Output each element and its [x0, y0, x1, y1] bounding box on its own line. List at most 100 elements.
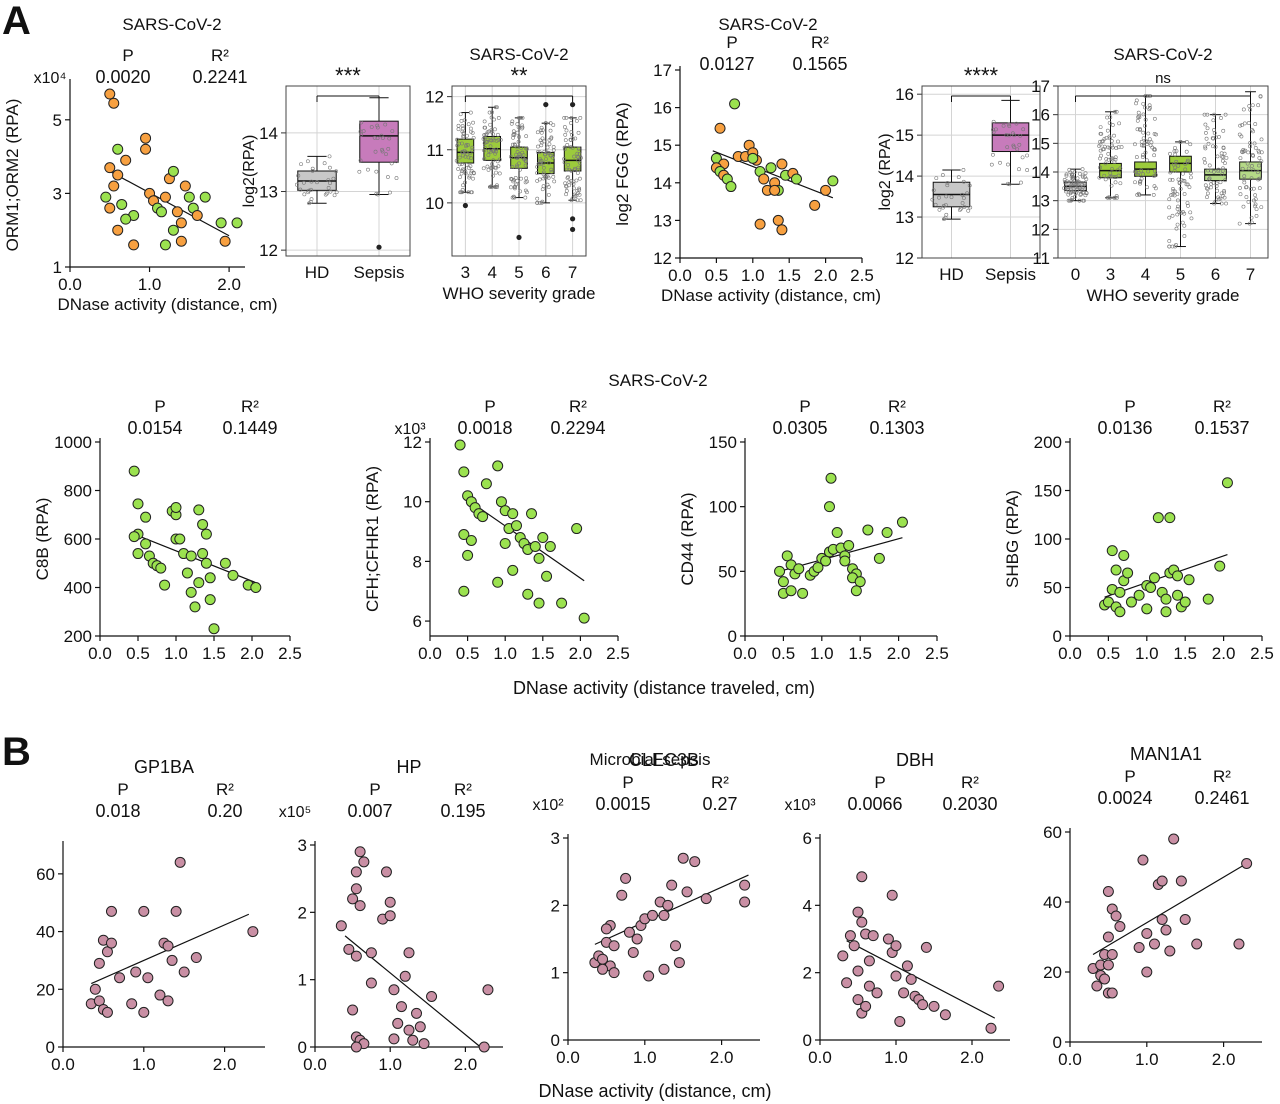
p-value: 0.0305 — [772, 418, 827, 438]
x-tick-label: 0.0 — [303, 1055, 327, 1074]
jitter-dot — [538, 138, 543, 143]
jitter-dot — [458, 112, 463, 117]
jitter-dot — [966, 208, 971, 213]
jitter-dot — [1015, 147, 1020, 152]
data-point — [1148, 572, 1160, 584]
r2-value: 0.1537 — [1194, 418, 1249, 438]
jitter-dot — [1221, 168, 1225, 173]
y-tick-label: 40 — [36, 923, 55, 942]
data-point — [159, 239, 171, 251]
jitter-dot — [455, 137, 460, 142]
jitter-dot — [518, 167, 522, 172]
x-tick-label: 2.0 — [1212, 1050, 1236, 1069]
jitter-dot — [1097, 175, 1102, 180]
jitter-dot — [495, 159, 500, 164]
y-tick-label: 100 — [709, 498, 737, 517]
significance-label: *** — [335, 63, 361, 88]
jitter-dot — [1108, 171, 1113, 176]
jitter-dot — [1081, 190, 1086, 195]
data-point — [185, 586, 197, 598]
jitter-dot — [1182, 178, 1187, 183]
jitter-dot — [1073, 191, 1078, 196]
jitter-dot — [535, 150, 540, 154]
jitter-dot — [517, 115, 521, 120]
jitter-dot — [323, 192, 328, 197]
jitter-dot — [1218, 196, 1223, 201]
r2-value: 0.1303 — [869, 418, 924, 438]
jitter-dot — [1137, 193, 1142, 197]
jitter-dot — [1011, 143, 1016, 148]
data-point — [128, 465, 140, 477]
jitter-dot — [524, 134, 529, 139]
jitter-dot — [940, 173, 945, 177]
jitter-dot — [968, 205, 973, 210]
jitter-dot — [1244, 185, 1248, 190]
jitter-dot — [1154, 132, 1158, 137]
jitter-dot — [551, 148, 556, 153]
jitter-dot — [515, 155, 520, 160]
jitter-dot — [1224, 201, 1228, 206]
jitter-dot — [547, 138, 552, 142]
jitter-dot — [462, 118, 467, 123]
jitter-dot — [380, 147, 384, 152]
data-point — [384, 910, 396, 922]
data-point — [643, 970, 655, 982]
data-point — [831, 527, 843, 539]
jitter-dot — [482, 133, 487, 137]
data-point — [93, 957, 105, 969]
jitter-dot — [471, 176, 475, 181]
jitter-dot — [375, 125, 380, 130]
p-label: P — [154, 397, 165, 416]
jitter-dot — [564, 188, 569, 193]
jitter-dot — [1109, 139, 1114, 143]
y-tick-label: 6 — [803, 829, 812, 848]
data-point — [350, 950, 362, 962]
jitter-dot — [459, 171, 464, 176]
jitter-dot — [1257, 186, 1262, 191]
data-point — [197, 518, 209, 530]
jitter-dot — [1216, 169, 1221, 174]
jitter-dot — [498, 137, 503, 142]
significance-label: ** — [510, 63, 528, 88]
jitter-dot — [994, 127, 998, 132]
jitter-dot — [1257, 176, 1262, 181]
r2-value: 0.20 — [207, 801, 242, 821]
jitter-dot — [1259, 150, 1264, 155]
jitter-dot — [1098, 125, 1103, 129]
jitter-dot — [576, 146, 581, 151]
jitter-dot — [535, 130, 540, 135]
x-tick-label: Sepsis — [353, 263, 404, 282]
jitter-dot — [383, 122, 388, 127]
data-point — [898, 987, 910, 999]
jitter-dot — [549, 169, 554, 174]
jitter-dot — [570, 137, 575, 141]
jitter-dot — [1222, 188, 1226, 193]
jitter-dot — [1110, 156, 1115, 160]
x-tick-label: 2.5 — [1250, 644, 1274, 663]
jitter-dot — [509, 154, 513, 159]
y-tick-label: 4 — [803, 896, 812, 915]
r2-value: 0.27 — [702, 794, 737, 814]
jitter-dot — [1254, 214, 1259, 218]
jitter-dot — [577, 186, 582, 191]
jitter-dot — [1175, 207, 1180, 211]
jitter-dot — [1072, 170, 1077, 175]
jitter-dot — [1206, 191, 1210, 196]
jitter-dot — [563, 132, 568, 137]
data-point — [905, 973, 917, 985]
y-tick-label: 3 — [53, 184, 62, 203]
jitter-dot — [326, 186, 331, 190]
jitter-dot — [1246, 199, 1251, 204]
jitter-dot — [1075, 176, 1080, 181]
jitter-dot — [547, 142, 552, 147]
data-point — [159, 579, 171, 591]
jitter-dot — [571, 186, 576, 191]
jitter-dot — [307, 188, 311, 193]
data-point — [347, 893, 359, 905]
jitter-dot — [1149, 140, 1154, 145]
chart-title: SARS-CoV-2 — [1113, 45, 1212, 64]
jitter-dot — [510, 142, 515, 147]
jitter-dot — [1238, 185, 1242, 190]
jitter-dot — [302, 192, 307, 197]
